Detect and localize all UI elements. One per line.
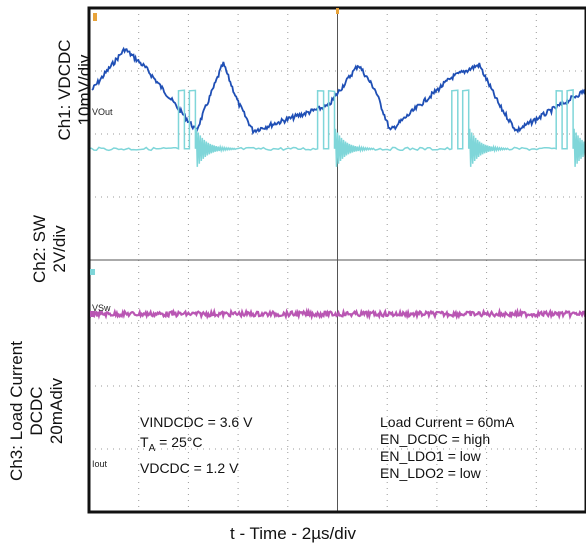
- ch2-trace: [88, 89, 586, 167]
- ch2-ground-marker: [90, 269, 95, 275]
- ch3-axis-label-line2: DCDC: [27, 386, 46, 436]
- condition-ta: TA = 25°C: [140, 434, 203, 454]
- ch2-axis-label: Ch2: SW 2V/div: [30, 199, 74, 299]
- ch3-trace: [87, 307, 586, 321]
- traces: [87, 46, 586, 321]
- condition-load-current: Load Current = 60mA: [380, 414, 515, 430]
- trace-label-vsw: VSw: [92, 303, 111, 313]
- ch1-axis-label-line2: 10mV/div: [75, 54, 94, 126]
- conditions-left: VINDCDC = 3.6 V TA = 25°C VDCDC = 1.2 V: [140, 414, 252, 477]
- ch3-axis-label-line3: 20mAdiv: [47, 377, 66, 445]
- ch2-axis-label-line2: 2V/div: [50, 225, 69, 273]
- condition-vdcdc: VDCDC = 1.2 V: [140, 459, 239, 476]
- ch3-axis-label-line1: Ch3: Load Current: [7, 341, 26, 481]
- ch1-axis-label-line1: Ch1: VDCDC: [55, 39, 74, 141]
- condition-vin: VINDCDC = 3.6 V: [140, 414, 253, 430]
- condition-en-ldo2: EN_LDO2 = low: [380, 465, 481, 481]
- ch1-trace: [91, 46, 586, 136]
- ch3-axis-label: Ch3: Load Current DCDC 20mAdiv: [7, 321, 73, 501]
- condition-en-ldo1: EN_LDO1 = low: [380, 448, 481, 464]
- ch1-ground-marker: [93, 13, 97, 21]
- condition-en-dcdc: EN_DCDC = high: [380, 431, 491, 447]
- ch2-axis-label-line1: Ch2: SW: [30, 214, 49, 284]
- ch1-axis-label: Ch1: VDCDC 10mV/div: [55, 15, 99, 165]
- trace-label-vout: VOut: [92, 107, 113, 117]
- x-axis-label: t - Time - 2µs/div: [230, 524, 356, 543]
- trace-markers: [90, 8, 339, 317]
- trace-label-iout: Iout: [92, 459, 108, 469]
- ch3-ground-marker: [90, 311, 95, 317]
- grid: [89, 8, 586, 512]
- conditions-right: Load Current = 60mA EN_DCDC = high EN_LD…: [380, 414, 514, 482]
